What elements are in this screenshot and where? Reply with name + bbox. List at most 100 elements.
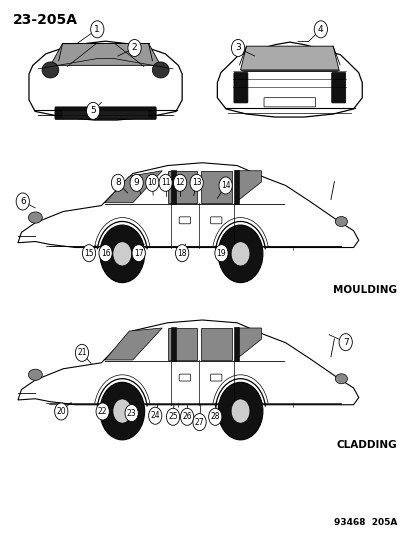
Circle shape — [82, 245, 95, 262]
FancyBboxPatch shape — [331, 72, 345, 103]
Polygon shape — [167, 328, 197, 360]
FancyBboxPatch shape — [210, 217, 221, 224]
FancyBboxPatch shape — [233, 72, 247, 103]
Circle shape — [216, 224, 263, 284]
Circle shape — [130, 174, 143, 191]
Circle shape — [96, 403, 109, 420]
Polygon shape — [29, 41, 182, 120]
Polygon shape — [235, 171, 261, 203]
Text: MOULDING: MOULDING — [332, 286, 396, 295]
Circle shape — [218, 382, 262, 440]
Ellipse shape — [335, 216, 347, 227]
Circle shape — [55, 403, 68, 420]
Text: 25: 25 — [168, 413, 178, 421]
Polygon shape — [104, 171, 162, 203]
Circle shape — [159, 174, 172, 191]
Text: 93468  205A: 93468 205A — [333, 518, 396, 527]
Text: 20: 20 — [56, 407, 66, 416]
Text: CLADDING: CLADDING — [336, 440, 396, 450]
Circle shape — [111, 174, 124, 191]
Polygon shape — [217, 42, 361, 117]
Text: 22: 22 — [98, 407, 107, 416]
Text: 6: 6 — [20, 197, 26, 206]
Text: 11: 11 — [161, 179, 170, 187]
Circle shape — [231, 39, 244, 56]
Ellipse shape — [42, 62, 59, 78]
Text: 12: 12 — [175, 179, 184, 187]
Text: 10: 10 — [147, 179, 157, 187]
Text: 26: 26 — [182, 413, 192, 421]
Circle shape — [128, 39, 141, 56]
Circle shape — [99, 224, 145, 284]
Circle shape — [166, 408, 179, 425]
Ellipse shape — [152, 62, 169, 78]
Text: 27: 27 — [194, 418, 204, 426]
Text: 23-205A: 23-205A — [12, 13, 77, 27]
Circle shape — [16, 193, 29, 210]
FancyBboxPatch shape — [179, 217, 190, 224]
Text: 23: 23 — [126, 409, 136, 417]
Circle shape — [230, 242, 249, 266]
Circle shape — [86, 102, 100, 119]
Circle shape — [99, 381, 145, 441]
Text: 18: 18 — [177, 249, 186, 257]
Polygon shape — [167, 171, 197, 203]
Polygon shape — [235, 328, 261, 360]
Text: 16: 16 — [100, 249, 110, 257]
Circle shape — [99, 245, 112, 262]
Text: 5: 5 — [90, 107, 96, 115]
Polygon shape — [233, 170, 238, 204]
Text: 17: 17 — [133, 249, 143, 257]
Circle shape — [218, 177, 232, 194]
Circle shape — [338, 334, 351, 351]
Text: 15: 15 — [84, 249, 94, 257]
Circle shape — [90, 21, 104, 38]
Text: 2: 2 — [131, 44, 137, 52]
Text: 19: 19 — [216, 249, 226, 257]
Circle shape — [148, 407, 161, 424]
Circle shape — [190, 174, 203, 191]
FancyBboxPatch shape — [55, 107, 156, 119]
Polygon shape — [50, 44, 160, 66]
Circle shape — [145, 174, 159, 191]
Circle shape — [208, 408, 221, 425]
Circle shape — [192, 414, 206, 431]
Circle shape — [218, 225, 262, 282]
Circle shape — [180, 408, 193, 425]
FancyBboxPatch shape — [179, 374, 190, 381]
Circle shape — [216, 381, 263, 441]
Text: 7: 7 — [342, 338, 348, 346]
Text: 14: 14 — [220, 181, 230, 190]
Polygon shape — [18, 320, 358, 405]
Circle shape — [175, 245, 188, 262]
Ellipse shape — [28, 369, 42, 381]
Text: 8: 8 — [115, 179, 121, 187]
Circle shape — [100, 382, 144, 440]
Text: 28: 28 — [210, 413, 219, 421]
Circle shape — [173, 174, 186, 191]
Polygon shape — [240, 46, 338, 70]
Circle shape — [113, 242, 131, 266]
Text: 13: 13 — [191, 179, 201, 187]
Polygon shape — [200, 328, 231, 360]
Polygon shape — [233, 327, 238, 361]
Circle shape — [75, 344, 88, 361]
Circle shape — [100, 225, 144, 282]
Polygon shape — [200, 171, 231, 203]
Circle shape — [214, 245, 228, 262]
Circle shape — [125, 405, 138, 422]
Circle shape — [313, 21, 327, 38]
Text: 3: 3 — [235, 44, 240, 52]
Text: 9: 9 — [133, 179, 139, 187]
Text: 21: 21 — [77, 349, 86, 357]
Text: 1: 1 — [94, 25, 100, 34]
Text: 24: 24 — [150, 411, 160, 420]
Polygon shape — [104, 328, 162, 360]
Circle shape — [113, 399, 131, 423]
Circle shape — [230, 399, 249, 423]
Circle shape — [132, 245, 145, 262]
Ellipse shape — [335, 374, 347, 384]
Text: 4: 4 — [317, 25, 323, 34]
Polygon shape — [171, 327, 176, 361]
Polygon shape — [171, 170, 176, 204]
